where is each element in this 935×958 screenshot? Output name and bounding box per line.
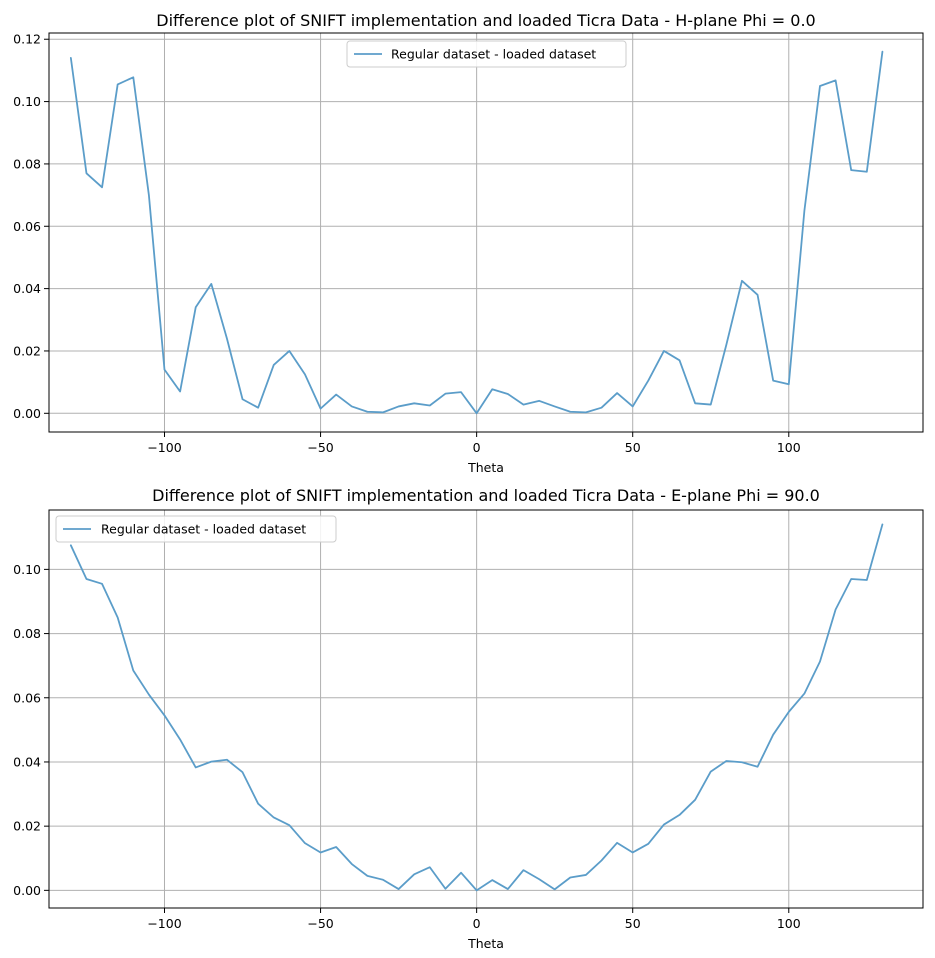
e-plane-y-tick-label: 0.00 [13,883,41,898]
e-plane-y-tick-label: 0.06 [13,690,41,705]
e-plane-x-tick-label: 100 [777,916,801,931]
e-plane-x-tick-label: −50 [307,916,333,931]
h-plane-y-tick-label: 0.00 [13,406,41,421]
e-plane-legend-label: Regular dataset - loaded dataset [101,522,306,537]
h-plane-ticks: −100 −50 0 50 100 0.00 0.02 0.04 0.06 0.08 0.10 0.1… [13,32,801,455]
h-plane-series-layer [69,50,884,415]
h-plane-legend-label: Regular dataset - loaded dataset [391,47,596,62]
e-plane-x-tick-label: −100 [147,916,181,931]
h-plane-axes-frame [48,32,924,433]
h-plane-x-tick-label: 100 [777,440,801,455]
h-plane-chart-title: Difference plot of SNIFT implementation … [156,11,815,30]
e-plane-ticks: −100 −50 0 50 100 0.00 0.02 0.04 0.06 0.08 0.10 [13,562,801,931]
h-plane-x-tick-label: −50 [307,440,333,455]
e-plane-series-line [69,523,884,892]
h-plane-y-tick-label: 0.04 [13,281,41,296]
e-plane-y-tick-label: 0.04 [13,754,41,769]
h-plane-x-tick-label: −100 [147,440,181,455]
h-plane-y-tick-label: 0.08 [13,156,41,171]
e-plane-y-tick-label: 0.08 [13,626,41,641]
e-plane-x-tick-label: 0 [473,916,481,931]
e-plane-chart: Difference plot of SNIFT implementation … [13,486,924,951]
e-plane-y-tick-label: 0.10 [13,562,41,577]
h-plane-legend: Regular dataset - loaded dataset [346,40,627,68]
e-plane-x-axis-label: Theta [467,936,504,951]
e-plane-legend-box [55,515,337,543]
e-plane-grid [49,510,923,908]
e-plane-chart-title: Difference plot of SNIFT implementation … [152,486,820,505]
h-plane-x-tick-label: 50 [625,440,641,455]
h-plane-chart: Difference plot of SNIFT implementation … [13,11,924,475]
h-plane-x-tick-label: 0 [473,440,481,455]
h-plane-y-tick-label: 0.02 [13,343,41,358]
e-plane-series-layer [69,523,884,892]
e-plane-x-tick-label: 50 [625,916,641,931]
e-plane-axes-frame [48,509,924,909]
h-plane-grid [49,33,923,432]
h-plane-y-tick-label: 0.06 [13,219,41,234]
h-plane-y-tick-label: 0.12 [13,32,41,47]
h-plane-legend-box [346,40,627,68]
e-plane-y-tick-label: 0.02 [13,819,41,834]
h-plane-y-tick-label: 0.10 [13,94,41,109]
h-plane-x-axis-label: Theta [467,460,504,475]
e-plane-legend: Regular dataset - loaded dataset [55,515,337,543]
h-plane-series-line [69,50,884,415]
